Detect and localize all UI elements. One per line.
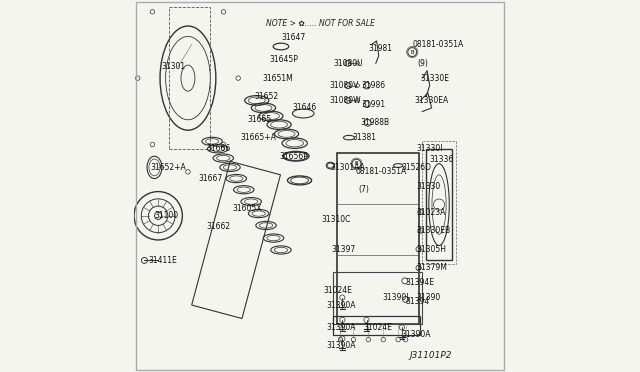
Text: (7): (7)	[358, 185, 369, 194]
Text: 31381: 31381	[353, 133, 377, 142]
Text: 31986: 31986	[361, 81, 385, 90]
Text: 31330EB: 31330EB	[417, 226, 451, 235]
Text: NOTE > ✿..... NOT FOR SALE: NOTE > ✿..... NOT FOR SALE	[266, 19, 375, 28]
Text: 31394: 31394	[406, 297, 430, 306]
Text: 31310C: 31310C	[322, 215, 351, 224]
Text: 08181-0351A: 08181-0351A	[355, 167, 406, 176]
Text: 31646: 31646	[292, 103, 316, 112]
Text: 31397: 31397	[331, 245, 355, 254]
Text: (9): (9)	[417, 59, 428, 68]
Text: 31526D: 31526D	[401, 163, 431, 172]
Text: 31330EA: 31330EA	[415, 96, 449, 105]
Text: 31988B: 31988B	[360, 118, 389, 127]
Text: 31024E: 31024E	[364, 323, 393, 332]
Text: 31390J: 31390J	[383, 293, 409, 302]
Text: 31330: 31330	[416, 182, 440, 190]
Text: 31991: 31991	[361, 100, 385, 109]
Text: 31390: 31390	[417, 293, 441, 302]
Text: 31645P: 31645P	[270, 55, 299, 64]
Text: 31656P: 31656P	[279, 152, 308, 161]
Bar	[426, 149, 452, 260]
Bar	[422, 141, 456, 264]
Text: 31666: 31666	[207, 144, 231, 153]
Text: 31394E: 31394E	[406, 278, 435, 287]
Bar	[191, 161, 280, 318]
Text: 31390A: 31390A	[326, 301, 356, 310]
Text: 31665+A: 31665+A	[240, 133, 276, 142]
Text: 31024E: 31024E	[324, 286, 353, 295]
Text: 31662: 31662	[207, 222, 230, 231]
Text: 31023A: 31023A	[417, 208, 446, 217]
Text: 31390A: 31390A	[402, 330, 431, 339]
Text: B: B	[410, 49, 414, 55]
Text: 31301AA: 31301AA	[330, 163, 365, 172]
Text: 31652+A: 31652+A	[151, 163, 186, 172]
Text: 31330E: 31330E	[420, 74, 449, 83]
Bar	[337, 153, 419, 324]
Text: 31665: 31665	[248, 115, 272, 124]
Text: 31301: 31301	[162, 62, 186, 71]
Text: 31080W: 31080W	[330, 96, 361, 105]
Text: 31390A: 31390A	[326, 341, 356, 350]
Text: 31605X: 31605X	[232, 204, 262, 213]
Text: 31651M: 31651M	[262, 74, 293, 83]
Bar	[170, 7, 211, 149]
Text: 31080V: 31080V	[330, 81, 358, 90]
Text: 31379M: 31379M	[416, 263, 447, 272]
Text: 31336: 31336	[429, 155, 454, 164]
Text: 31100: 31100	[154, 211, 179, 220]
Text: B: B	[355, 161, 358, 166]
Bar	[333, 316, 420, 335]
Bar	[333, 272, 422, 324]
Text: 31330I: 31330I	[416, 144, 442, 153]
Text: 31981: 31981	[369, 44, 392, 53]
Text: 31411E: 31411E	[148, 256, 177, 265]
Text: 31647: 31647	[281, 33, 305, 42]
Text: J31101P2: J31101P2	[410, 351, 452, 360]
Text: 31080U: 31080U	[333, 59, 363, 68]
Text: 08181-0351A: 08181-0351A	[413, 40, 464, 49]
Text: 31652: 31652	[255, 92, 279, 101]
Text: 31390A: 31390A	[326, 323, 356, 332]
Text: 31305H: 31305H	[417, 245, 447, 254]
Text: 31667: 31667	[198, 174, 223, 183]
